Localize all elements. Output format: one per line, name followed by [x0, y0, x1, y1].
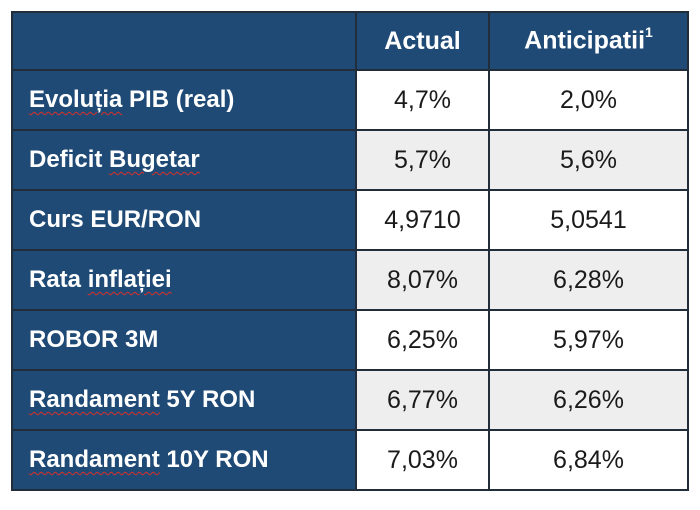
label-prefix: ROBOR 3M [29, 326, 159, 353]
economic-indicators-table: Actual Anticipatii1 Evoluția PIB (real) … [11, 11, 689, 491]
table-row: ROBOR 3M 6,25% 5,97% [11, 309, 689, 371]
label-prefix: Curs EUR/RON [29, 206, 202, 233]
header-actual: Actual [355, 11, 490, 71]
forecast-value: 6,84% [488, 429, 689, 491]
table-row: Randament 5Y RON 6,77% 6,26% [11, 369, 689, 431]
label-prefix: Rata [29, 266, 88, 293]
row-label: Curs EUR/RON [11, 189, 357, 251]
label-suffix: PIB (real) [122, 86, 235, 113]
actual-value: 8,07% [355, 249, 490, 311]
row-label: Deficit Bugetar [11, 129, 357, 191]
table-row: Curs EUR/RON 4,9710 5,0541 [11, 189, 689, 251]
label-prefix: Deficit [29, 146, 110, 173]
forecast-value: 5,6% [488, 129, 689, 191]
label-suffix: 5Y RON [159, 386, 256, 413]
header-empty-cell [11, 11, 357, 71]
header-forecast-label: Anticipatii [524, 26, 646, 55]
table-row: Evoluția PIB (real) 4,7% 2,0% [11, 69, 689, 131]
forecast-value: 2,0% [488, 69, 689, 131]
label-marked: Evoluția [29, 86, 123, 113]
row-label: Rata inflației [11, 249, 357, 311]
label-marked: Bugetar [109, 146, 200, 173]
actual-value: 4,9710 [355, 189, 490, 251]
header-actual-label: Actual [384, 26, 461, 55]
label-marked: Randament [29, 446, 160, 473]
actual-value: 6,77% [355, 369, 490, 431]
actual-value: 6,25% [355, 309, 490, 371]
row-label: Evoluția PIB (real) [11, 69, 357, 131]
actual-value: 4,7% [355, 69, 490, 131]
forecast-value: 5,97% [488, 309, 689, 371]
forecast-value: 6,28% [488, 249, 689, 311]
table-row: Rata inflației 8,07% 6,28% [11, 249, 689, 311]
row-label: Randament 5Y RON [11, 369, 357, 431]
actual-value: 7,03% [355, 429, 490, 491]
footnote-marker: 1 [645, 24, 653, 41]
label-marked: inflației [87, 266, 172, 293]
row-label: Randament 10Y RON [11, 429, 357, 491]
row-label: ROBOR 3M [11, 309, 357, 371]
header-forecast: Anticipatii1 [488, 11, 689, 71]
forecast-value: 6,26% [488, 369, 689, 431]
actual-value: 5,7% [355, 129, 490, 191]
table-row: Randament 10Y RON 7,03% 6,84% [11, 429, 689, 491]
table-row: Deficit Bugetar 5,7% 5,6% [11, 129, 689, 191]
forecast-value: 5,0541 [488, 189, 689, 251]
label-marked: Randament [29, 386, 160, 413]
label-suffix: 10Y RON [159, 446, 269, 473]
table-header-row: Actual Anticipatii1 [11, 11, 689, 71]
